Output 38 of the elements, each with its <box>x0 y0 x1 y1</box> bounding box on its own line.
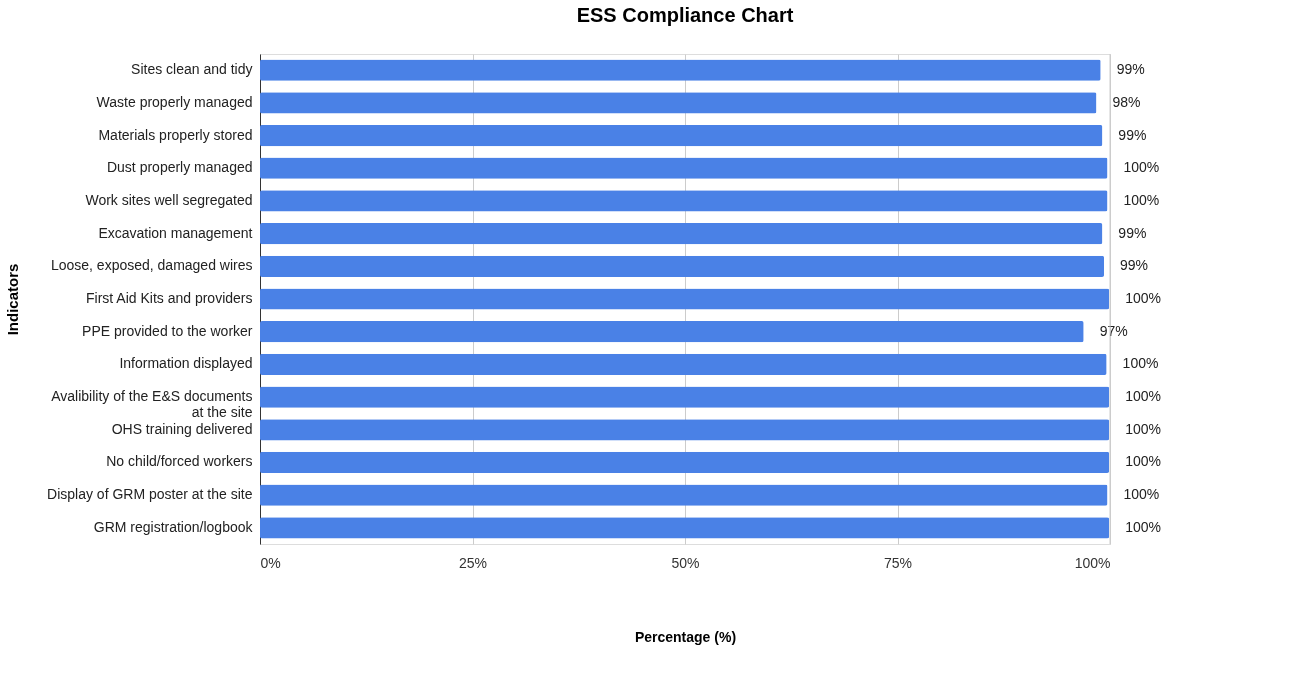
data-label: 100% <box>1125 388 1161 405</box>
data-label: 100% <box>1122 355 1159 372</box>
y-tick-label: Sites clean and tidy <box>131 61 253 78</box>
y-tick-label: No child/forced workers <box>106 453 253 470</box>
data-label: 99% <box>1120 257 1149 274</box>
y-tick-label: GRM registration/logbook <box>93 518 254 535</box>
y-tick-label: Dust properly managed <box>106 159 253 176</box>
data-label: 100% <box>1125 290 1161 306</box>
y-tick-label: PPE provided to the worker <box>82 322 253 339</box>
data-label: 100% <box>1125 518 1161 535</box>
chart-title: ESS Compliance Chart <box>576 3 794 26</box>
x-tick-label: 0% <box>260 554 281 571</box>
y-tick-label: Materials properly stored <box>98 126 253 143</box>
data-label: 99% <box>1118 224 1147 241</box>
x-tick-label: 100% <box>1074 554 1111 571</box>
data-label: 99% <box>1116 61 1145 78</box>
data-label: 100% <box>1123 191 1160 208</box>
x-axis-title: Percentage (%) <box>634 628 737 645</box>
data-label: 100% <box>1123 159 1160 176</box>
x-tick-label: 50% <box>671 554 700 571</box>
y-tick-label: Display of GRM poster at the site <box>47 486 253 503</box>
y-tick-label: Waste properly managed <box>96 93 253 110</box>
y-tick-label: First Aid Kits and providers <box>85 290 253 306</box>
y-axis-title: Indicators <box>3 263 21 336</box>
y-tick-label: Information displayed <box>119 355 253 372</box>
data-label: 100% <box>1125 420 1161 437</box>
data-label: 100% <box>1125 453 1161 470</box>
x-tick-label: 25% <box>458 554 488 571</box>
data-label: 97% <box>1099 322 1128 339</box>
y-tick-label: Avalibility of the E&S documents at the site <box>51 388 253 421</box>
data-label: 99% <box>1118 126 1147 143</box>
y-tick-label: Work sites well segregated <box>85 191 253 208</box>
y-tick-label: Excavation management <box>98 224 253 241</box>
y-tick-label: Loose, exposed, damaged wires <box>50 257 253 274</box>
data-label: 98% <box>1112 93 1141 110</box>
data-label: 100% <box>1123 486 1160 503</box>
y-tick-label: OHS training delivered <box>111 420 253 437</box>
x-tick-label: 75% <box>883 554 913 571</box>
